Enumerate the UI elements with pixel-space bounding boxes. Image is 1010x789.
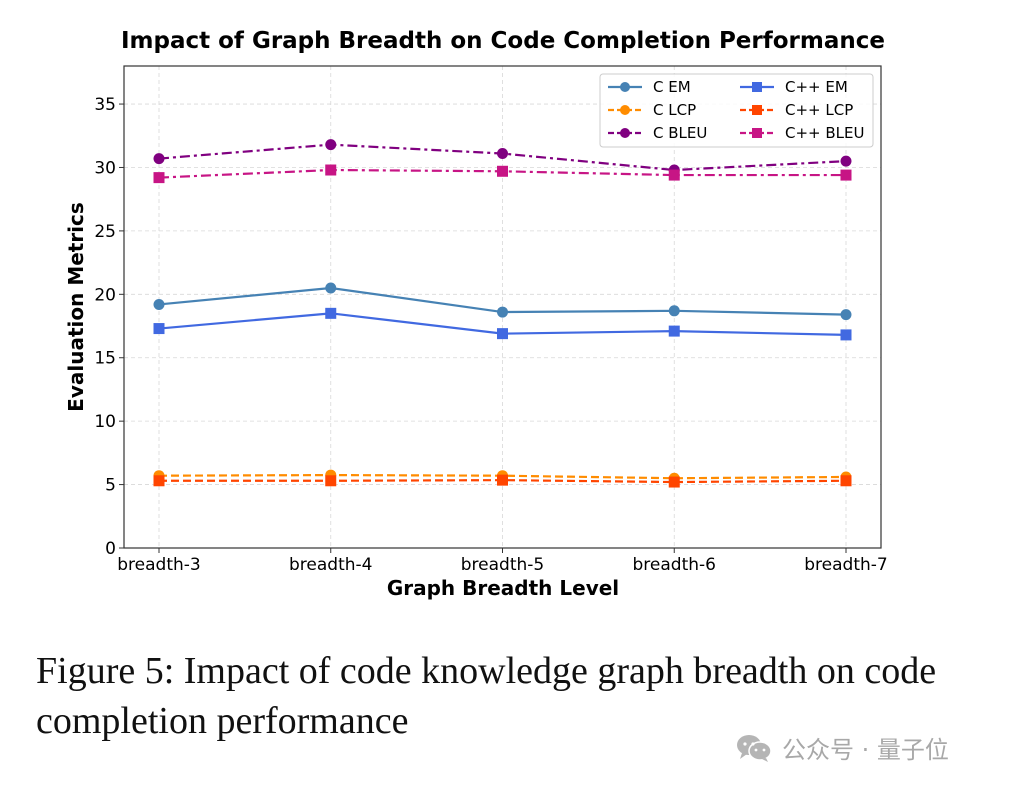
- data-point-cpp-em: [325, 307, 337, 319]
- legend: C EM C LCP C BLEU C++ EM C++ LCP C++ BLEU: [599, 73, 874, 148]
- legend-label: C++ EM: [785, 78, 848, 96]
- y-tick-label: 30: [94, 158, 116, 178]
- y-tick-label: 10: [94, 412, 116, 432]
- data-point-cpp-lcp: [668, 476, 680, 488]
- data-point-c-em: [840, 309, 852, 321]
- legend-label: C EM: [653, 78, 691, 96]
- x-tick-label: breadth-7: [804, 555, 887, 575]
- legend-marker: [752, 82, 762, 92]
- data-point-cpp-em: [840, 329, 852, 341]
- y-tick-label: 0: [105, 539, 116, 559]
- data-point-cpp-lcp: [153, 475, 165, 487]
- series-group: [153, 139, 852, 488]
- legend-frame: [599, 73, 874, 148]
- series-cpp-lcp: [153, 474, 852, 488]
- legend-marker: [752, 128, 762, 138]
- x-tick-label: breadth-3: [117, 555, 200, 575]
- legend-marker: [620, 128, 630, 138]
- data-point-c-bleu: [840, 155, 852, 167]
- y-tick-label: 15: [94, 349, 116, 369]
- wechat-icon: [737, 734, 772, 762]
- data-point-c-em: [668, 305, 680, 317]
- figure-caption: Figure 5: Impact of code knowledge graph…: [36, 650, 937, 742]
- data-point-c-em: [497, 306, 508, 318]
- chart: Impact of Graph Breadth on Code Completi…: [64, 28, 888, 600]
- y-tick-label: 35: [94, 95, 116, 115]
- data-point-cpp-em: [153, 323, 165, 335]
- legend-label: C BLEU: [653, 124, 707, 142]
- x-tick-label: breadth-6: [633, 555, 716, 575]
- data-point-c-bleu: [153, 153, 165, 165]
- legend-marker: [620, 105, 630, 115]
- data-point-cpp-em: [668, 325, 680, 337]
- legend-item-c-bleu: C BLEU: [608, 124, 707, 142]
- watermark-text: 公众号 · 量子位: [782, 736, 949, 764]
- legend-item-cpp-bleu: C++ BLEU: [740, 124, 864, 142]
- data-point-c-em: [153, 298, 165, 310]
- watermark: 公众号 · 量子位: [734, 730, 949, 765]
- data-point-cpp-lcp: [325, 475, 337, 487]
- y-tick-label: 20: [94, 285, 116, 305]
- chart-title: Impact of Graph Breadth on Code Completi…: [121, 28, 885, 54]
- data-point-cpp-lcp: [840, 475, 852, 487]
- data-point-cpp-bleu: [840, 169, 852, 181]
- legend-item-c-em: C EM: [608, 78, 691, 96]
- data-point-c-bleu: [497, 148, 508, 160]
- y-tick-label: 25: [94, 222, 116, 242]
- legend-item-cpp-lcp: C++ LCP: [740, 101, 853, 119]
- legend-item-c-lcp: C LCP: [608, 101, 696, 119]
- data-point-cpp-lcp: [497, 474, 508, 486]
- legend-label: C++ BLEU: [785, 124, 864, 142]
- series-cpp-bleu: [153, 164, 852, 184]
- y-tick-label: 5: [105, 476, 116, 496]
- series-c-em: [153, 282, 852, 321]
- x-axis: breadth-3 breadth-4 breadth-5 breadth-6 brea…: [117, 548, 888, 575]
- x-axis-label: Graph Breadth Level: [387, 576, 619, 600]
- data-point-cpp-bleu: [325, 164, 337, 176]
- series-cpp-em: [153, 307, 852, 341]
- data-point-cpp-bleu: [668, 169, 680, 181]
- legend-label: C++ LCP: [785, 101, 853, 119]
- y-axis: 0 5 10 15 20 25 30 35: [94, 95, 124, 559]
- y-axis-label: Evaluation Metrics: [64, 202, 88, 412]
- legend-marker: [752, 105, 762, 115]
- data-point-c-bleu: [325, 139, 337, 151]
- data-point-c-em: [325, 282, 337, 294]
- x-tick-label: breadth-4: [289, 555, 372, 575]
- legend-label: C LCP: [653, 101, 696, 119]
- data-point-cpp-bleu: [497, 165, 508, 177]
- x-tick-label: breadth-5: [461, 555, 544, 575]
- legend-marker: [620, 82, 630, 92]
- data-point-cpp-bleu: [153, 172, 165, 184]
- legend-item-cpp-em: C++ EM: [740, 78, 848, 96]
- data-point-cpp-em: [497, 328, 508, 340]
